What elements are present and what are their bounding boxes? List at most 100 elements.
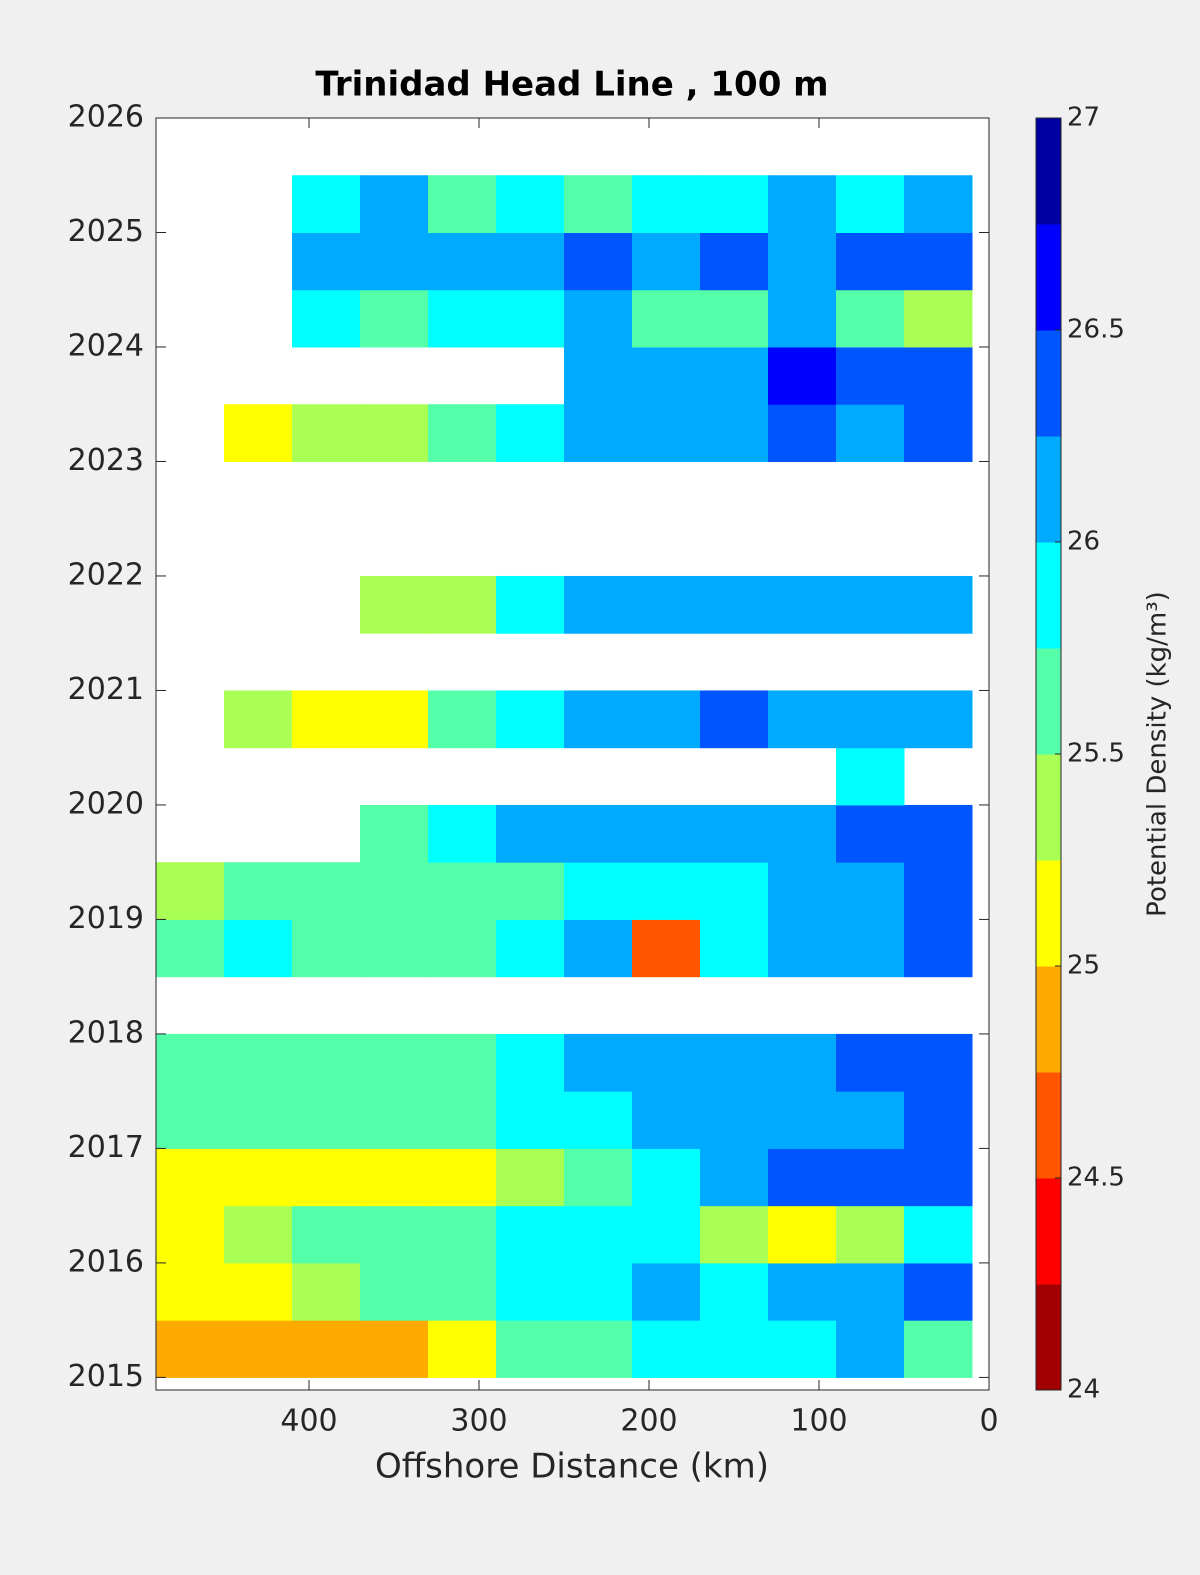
contour-cell bbox=[700, 575, 769, 634]
contour-cell bbox=[428, 1148, 497, 1207]
contour-cell bbox=[496, 404, 565, 462]
contour-cell bbox=[836, 175, 905, 233]
contour-cell bbox=[836, 1262, 905, 1321]
contour-cell bbox=[496, 1091, 565, 1149]
contour-cell bbox=[360, 1262, 429, 1321]
contour-cell bbox=[700, 804, 769, 863]
contour-cell bbox=[632, 804, 701, 863]
contour-cell bbox=[360, 804, 429, 863]
colorbar-segment bbox=[1036, 860, 1061, 967]
contour-cell bbox=[836, 747, 905, 806]
y-tick-label: 2015 bbox=[68, 1359, 144, 1394]
contour-cell bbox=[292, 232, 361, 291]
contour-cell bbox=[836, 862, 905, 920]
contour-cell bbox=[224, 1091, 293, 1149]
contour-cell bbox=[496, 575, 565, 634]
contour-cell bbox=[768, 175, 837, 233]
contour-cell bbox=[156, 1262, 225, 1321]
colorbar-segment bbox=[1036, 436, 1061, 543]
contour-cell bbox=[428, 289, 497, 348]
contour-cell bbox=[768, 1205, 837, 1264]
axes-box bbox=[155, 117, 990, 1391]
contour-cell bbox=[224, 1205, 293, 1264]
contour-cell bbox=[496, 1320, 565, 1378]
x-tick-label: 300 bbox=[450, 1404, 507, 1439]
contour-cell bbox=[564, 919, 633, 978]
colorbar-segment bbox=[1036, 1284, 1061, 1391]
contour-cell bbox=[632, 404, 701, 462]
contour-cell bbox=[564, 1205, 633, 1264]
y-tick-label: 2018 bbox=[68, 1015, 144, 1050]
contour-cell bbox=[904, 1033, 973, 1092]
contour-cell bbox=[836, 1205, 905, 1264]
contour-cell bbox=[632, 1033, 701, 1092]
contour-cell bbox=[360, 232, 429, 291]
contour-cell bbox=[564, 690, 633, 749]
contour-cell bbox=[156, 1148, 225, 1207]
contour-cell bbox=[768, 232, 837, 291]
contour-cell bbox=[564, 1262, 633, 1321]
contour-cell bbox=[496, 919, 565, 978]
contour-cell bbox=[428, 919, 497, 978]
contour-cell bbox=[836, 404, 905, 462]
contour-cell bbox=[700, 175, 769, 233]
contour-cell bbox=[224, 1148, 293, 1207]
y-tick-label: 2021 bbox=[68, 672, 144, 707]
colorbar-tick-label: 26.5 bbox=[1067, 315, 1125, 345]
colorbar-tick-label: 25 bbox=[1067, 951, 1100, 981]
contour-cell bbox=[292, 690, 361, 749]
contour-cell bbox=[700, 862, 769, 920]
contour-cell bbox=[768, 575, 837, 634]
contour-cell bbox=[156, 1091, 225, 1149]
contour-cell bbox=[904, 1091, 973, 1149]
contour-cell bbox=[700, 289, 769, 348]
contour-cell bbox=[836, 1033, 905, 1092]
contour-cell bbox=[224, 1033, 293, 1092]
contour-cell bbox=[292, 1320, 361, 1378]
contour-cell bbox=[904, 1262, 973, 1321]
y-tick-label: 2016 bbox=[68, 1244, 144, 1279]
contour-cell bbox=[836, 346, 905, 405]
contour-cell bbox=[768, 1320, 837, 1378]
contour-cell bbox=[428, 175, 497, 233]
contour-cell bbox=[224, 690, 293, 749]
contour-cell bbox=[836, 575, 905, 634]
contour-cell bbox=[496, 804, 565, 863]
contour-cell bbox=[360, 1091, 429, 1149]
contour-cell bbox=[700, 232, 769, 291]
colorbar-segment bbox=[1036, 1178, 1061, 1285]
contour-cell bbox=[700, 1148, 769, 1207]
contour-cell bbox=[768, 919, 837, 978]
contour-cell bbox=[904, 862, 973, 920]
contour-cell bbox=[564, 404, 633, 462]
contour-cell bbox=[564, 575, 633, 634]
contour-cell bbox=[564, 289, 633, 348]
contour-cell bbox=[224, 1320, 293, 1378]
x-tick-label: 0 bbox=[979, 1404, 998, 1439]
contour-cell bbox=[564, 175, 633, 233]
contour-cell bbox=[700, 1033, 769, 1092]
contour-cell bbox=[496, 289, 565, 348]
contour-cell bbox=[768, 1262, 837, 1321]
contour-cell bbox=[700, 1091, 769, 1149]
contour-cell bbox=[156, 1205, 225, 1264]
contour-cell bbox=[632, 289, 701, 348]
contour-cell bbox=[768, 289, 837, 348]
contour-cell bbox=[904, 1205, 973, 1264]
contour-cell bbox=[360, 919, 429, 978]
x-tick-label: 200 bbox=[620, 1404, 677, 1439]
contour-cell bbox=[904, 690, 973, 749]
contour-cell bbox=[428, 690, 497, 749]
contour-cell bbox=[700, 346, 769, 405]
contour-cell bbox=[292, 862, 361, 920]
colorbar-label: Potential Density (kg/m³) bbox=[1143, 591, 1173, 917]
contour-cell bbox=[768, 404, 837, 462]
contour-cell bbox=[904, 575, 973, 634]
y-tick-label: 2024 bbox=[68, 328, 144, 363]
contour-cell bbox=[428, 1033, 497, 1092]
x-axis-label: Offshore Distance (km) bbox=[375, 1447, 769, 1487]
contour-cell bbox=[428, 862, 497, 920]
contour-cell bbox=[632, 232, 701, 291]
contour-cell bbox=[632, 575, 701, 634]
